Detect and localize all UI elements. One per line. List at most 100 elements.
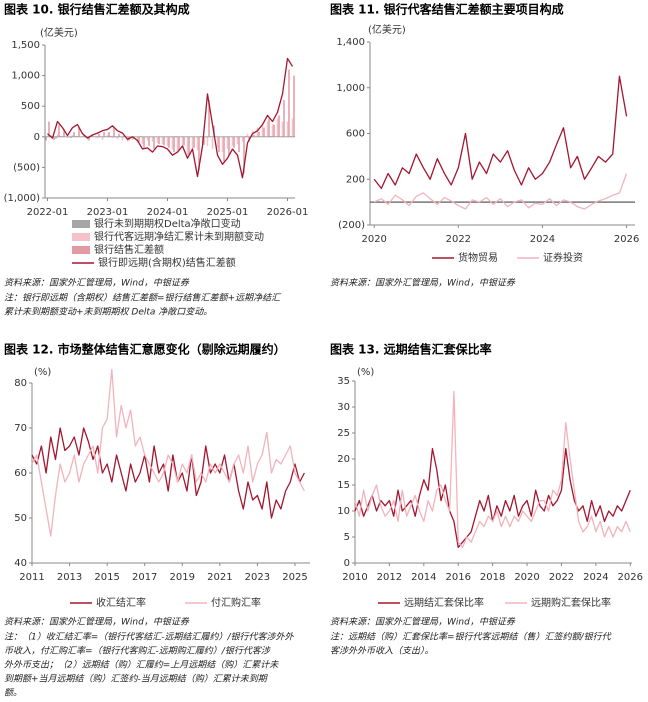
source: 资料来源：国家外汇管理局，Wind，中银证券 — [330, 617, 516, 628]
bar — [196, 136, 199, 151]
bar — [138, 136, 140, 142]
y-tick-label: 40 — [14, 558, 27, 569]
y-unit: (亿美元) — [368, 23, 406, 36]
y-tick-label: (200) — [338, 220, 365, 231]
bar — [98, 133, 100, 137]
bar — [211, 136, 214, 150]
chart-title: 图表 13. 远期结售汇套保比率 — [330, 342, 492, 357]
bar — [123, 135, 125, 137]
bar — [218, 136, 220, 153]
legend-label: 远期购汇套保比率 — [531, 596, 611, 609]
y-tick-label: 20 — [337, 454, 350, 465]
x-tick-label: 2024 — [530, 234, 555, 245]
bar — [158, 136, 160, 145]
bar — [106, 134, 109, 137]
x-tick-label: 2026-01 — [267, 207, 309, 218]
bar — [113, 127, 115, 137]
bar — [141, 136, 144, 145]
x-tick-label: 2020 — [361, 234, 386, 245]
y-tick-label: 35 — [337, 376, 350, 387]
bar — [176, 136, 179, 153]
x-tick-label: 2022-01 — [27, 207, 69, 218]
note: 注：远期结（购）汇套保比率=银行代客远期结（售）汇签约额/银行代 — [330, 632, 612, 643]
y-tick-label: 1,000 — [11, 71, 40, 82]
x-tick-label: 2022 — [446, 234, 471, 245]
legend-label: 证券投资 — [543, 251, 583, 264]
note: 外外币支出；（2）远期结（购）汇履约=上月远期结（购）汇累计未 — [4, 660, 279, 671]
legend-label: 银行即远期(含期权)结售汇差额 — [98, 256, 236, 269]
bar — [228, 136, 230, 156]
legend-label: 货物贸易 — [458, 251, 498, 264]
bar — [168, 136, 170, 148]
series-line — [47, 57, 294, 179]
bar — [161, 136, 164, 145]
legend-label: 银行结售汇差额 — [94, 243, 164, 256]
y-tick-label: 1,500 — [11, 40, 40, 51]
bar — [78, 127, 80, 137]
note: 客涉外外币收入（支出）。 — [330, 646, 434, 657]
series-line — [373, 75, 628, 190]
bar — [103, 131, 105, 137]
bar — [233, 136, 235, 148]
bar — [263, 127, 265, 137]
bar — [271, 124, 274, 137]
bar — [261, 124, 264, 137]
bar — [253, 134, 255, 137]
bar — [63, 130, 65, 137]
bar — [238, 136, 240, 153]
series-line — [354, 390, 631, 549]
series-line — [31, 427, 305, 519]
y-unit: (亿美元) — [40, 26, 78, 39]
bar — [163, 136, 165, 146]
bar — [166, 136, 169, 146]
bar — [96, 136, 99, 139]
x-tick-label: 2023 — [245, 572, 270, 583]
y-tick-label: 10 — [337, 506, 350, 517]
series-line — [373, 173, 628, 210]
bar — [258, 131, 260, 137]
bar — [71, 134, 74, 137]
bar — [273, 124, 275, 137]
bar — [276, 118, 279, 137]
bar — [268, 118, 270, 137]
x-tick-label: 2023-01 — [87, 207, 129, 218]
bar — [55, 136, 57, 139]
bar — [198, 136, 200, 171]
legend-swatch — [72, 220, 90, 228]
bar — [181, 136, 184, 148]
bar — [146, 136, 149, 141]
x-tick-label: 2025 — [282, 572, 307, 583]
legend-swatch — [72, 233, 90, 241]
bar — [143, 136, 145, 148]
note: 注：银行即远期（含期权）结售汇差额=银行结售汇差额+远期净结汇 — [4, 293, 282, 304]
bar — [88, 136, 90, 141]
x-tick-label: 2026 — [614, 234, 639, 245]
y-unit: (%) — [357, 367, 374, 378]
x-tick-label: 2026 — [618, 572, 643, 583]
y-tick-label: 0 — [344, 558, 350, 569]
y-tick-label: (1,000) — [4, 193, 41, 204]
bar — [236, 136, 239, 145]
x-tick-label: 2011 — [19, 572, 44, 583]
y-tick-label: 1,400 — [336, 37, 365, 48]
series-line — [31, 368, 305, 537]
y-tick-label: (500) — [13, 162, 40, 173]
bar — [178, 136, 180, 151]
y-tick-label: 50 — [14, 513, 27, 524]
bar — [58, 124, 60, 137]
x-tick-label: 2013 — [57, 572, 82, 583]
bar — [243, 136, 245, 174]
x-tick-label: 2017 — [132, 572, 157, 583]
x-tick-label: 2022 — [549, 572, 574, 583]
bar — [288, 69, 290, 137]
bar — [48, 121, 50, 137]
note: 到期额+当月远期结（购）汇签约-当月远期结（购）汇累计未到期 — [4, 674, 269, 685]
x-tick-label: 2019 — [170, 572, 195, 583]
chart-title: 图表 10. 银行结售汇差额及其构成 — [4, 2, 190, 17]
bar — [206, 136, 209, 146]
x-tick-label: 2024 — [583, 572, 608, 583]
bar — [183, 136, 185, 146]
legend-swatch — [72, 246, 90, 254]
legend-label: 银行未到期期权Delta净敞口变动 — [94, 217, 241, 230]
y-tick-label: 80 — [14, 378, 27, 389]
